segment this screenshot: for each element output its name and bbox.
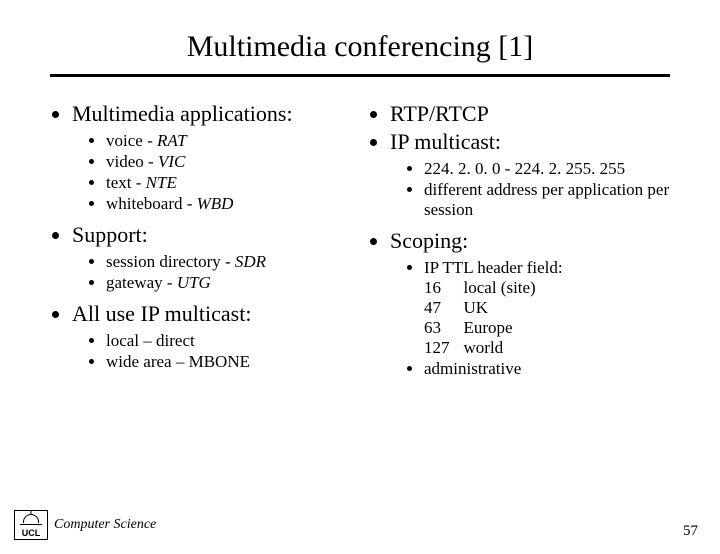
scoping-list: IP TTL header field: 16local (site) 47UK… (390, 258, 670, 379)
list-item: different address per application per se… (424, 180, 670, 220)
table-row: 47UK (424, 298, 550, 318)
list-item: gateway - UTG (106, 273, 352, 293)
list-item: whiteboard - WBD (106, 194, 352, 214)
tool-name: WBD (197, 194, 234, 213)
heading-support: Support: session directory - SDR gateway… (72, 222, 352, 293)
list-item: 224. 2. 0. 0 - 224. 2. 255. 255 (424, 159, 670, 179)
ttl-value: 63 (424, 318, 464, 338)
list-item: session directory - SDR (106, 252, 352, 272)
table-row: 127world (424, 338, 550, 358)
tool-name: RAT (157, 131, 187, 150)
ttl-label: IP TTL header field: (424, 258, 563, 277)
footer: UCL Computer Science 57 (0, 510, 720, 540)
ttl-item: IP TTL header field: 16local (site) 47UK… (424, 258, 670, 358)
support-list: session directory - SDR gateway - UTG (72, 252, 352, 293)
table-row: 16local (site) (424, 278, 550, 298)
tool-name: VIC (158, 152, 185, 171)
text: voice - (106, 131, 157, 150)
ttl-scope: UK (464, 298, 550, 318)
title-rule (50, 74, 670, 77)
multicast-list: local – direct wide area – MBONE (72, 331, 352, 372)
ttl-scope: Europe (464, 318, 550, 338)
multicast-sub-list: 224. 2. 0. 0 - 224. 2. 255. 255 differen… (390, 159, 670, 220)
slide: Multimedia conferencing [1] Multimedia a… (0, 0, 720, 554)
ttl-value: 47 (424, 298, 464, 318)
ttl-value: 127 (424, 338, 464, 358)
text: Multimedia applications: (72, 101, 293, 126)
heading-all-use-multicast: All use IP multicast: local – direct wid… (72, 301, 352, 372)
text: All use IP multicast: (72, 301, 251, 326)
table-row: 63Europe (424, 318, 550, 338)
text: video - (106, 152, 158, 171)
tool-name: UTG (177, 273, 211, 292)
text: IP multicast: (390, 129, 501, 154)
list-item: local – direct (106, 331, 352, 351)
tool-name: SDR (235, 252, 266, 271)
tool-name: NTE (146, 173, 177, 192)
heading-ip-multicast: IP multicast: 224. 2. 0. 0 - 224. 2. 255… (390, 129, 670, 220)
right-list: RTP/RTCP IP multicast: 224. 2. 0. 0 - 22… (368, 101, 670, 379)
apps-list: voice - RAT video - VIC text - NTE white… (72, 131, 352, 214)
footer-left: UCL Computer Science (14, 510, 156, 540)
text: whiteboard - (106, 194, 197, 213)
logo-text: UCL (22, 529, 41, 538)
slide-title: Multimedia conferencing [1] (50, 30, 670, 64)
text: text - (106, 173, 146, 192)
right-column: RTP/RTCP IP multicast: 224. 2. 0. 0 - 22… (368, 101, 670, 387)
text: Support: (72, 222, 148, 247)
ttl-value: 16 (424, 278, 464, 298)
left-column: Multimedia applications: voice - RAT vid… (50, 101, 352, 387)
heading-multimedia-apps: Multimedia applications: voice - RAT vid… (72, 101, 352, 214)
left-list: Multimedia applications: voice - RAT vid… (50, 101, 352, 372)
list-item: administrative (424, 359, 670, 379)
list-item: voice - RAT (106, 131, 352, 151)
text: gateway - (106, 273, 177, 292)
ttl-table: 16local (site) 47UK 63Europe 127world (424, 278, 550, 358)
heading-scoping: Scoping: IP TTL header field: 16local (s… (390, 228, 670, 379)
ttl-scope: world (464, 338, 550, 358)
footer-dept: Computer Science (54, 517, 156, 533)
heading-rtp: RTP/RTCP (390, 101, 670, 127)
list-item: wide area – MBONE (106, 352, 352, 372)
text: Scoping: (390, 228, 468, 253)
list-item: text - NTE (106, 173, 352, 193)
page-number: 57 (683, 523, 698, 540)
text: session directory - (106, 252, 235, 271)
ucl-logo-icon: UCL (14, 510, 48, 540)
ttl-scope: local (site) (464, 278, 550, 298)
list-item: video - VIC (106, 152, 352, 172)
content-columns: Multimedia applications: voice - RAT vid… (50, 101, 670, 387)
